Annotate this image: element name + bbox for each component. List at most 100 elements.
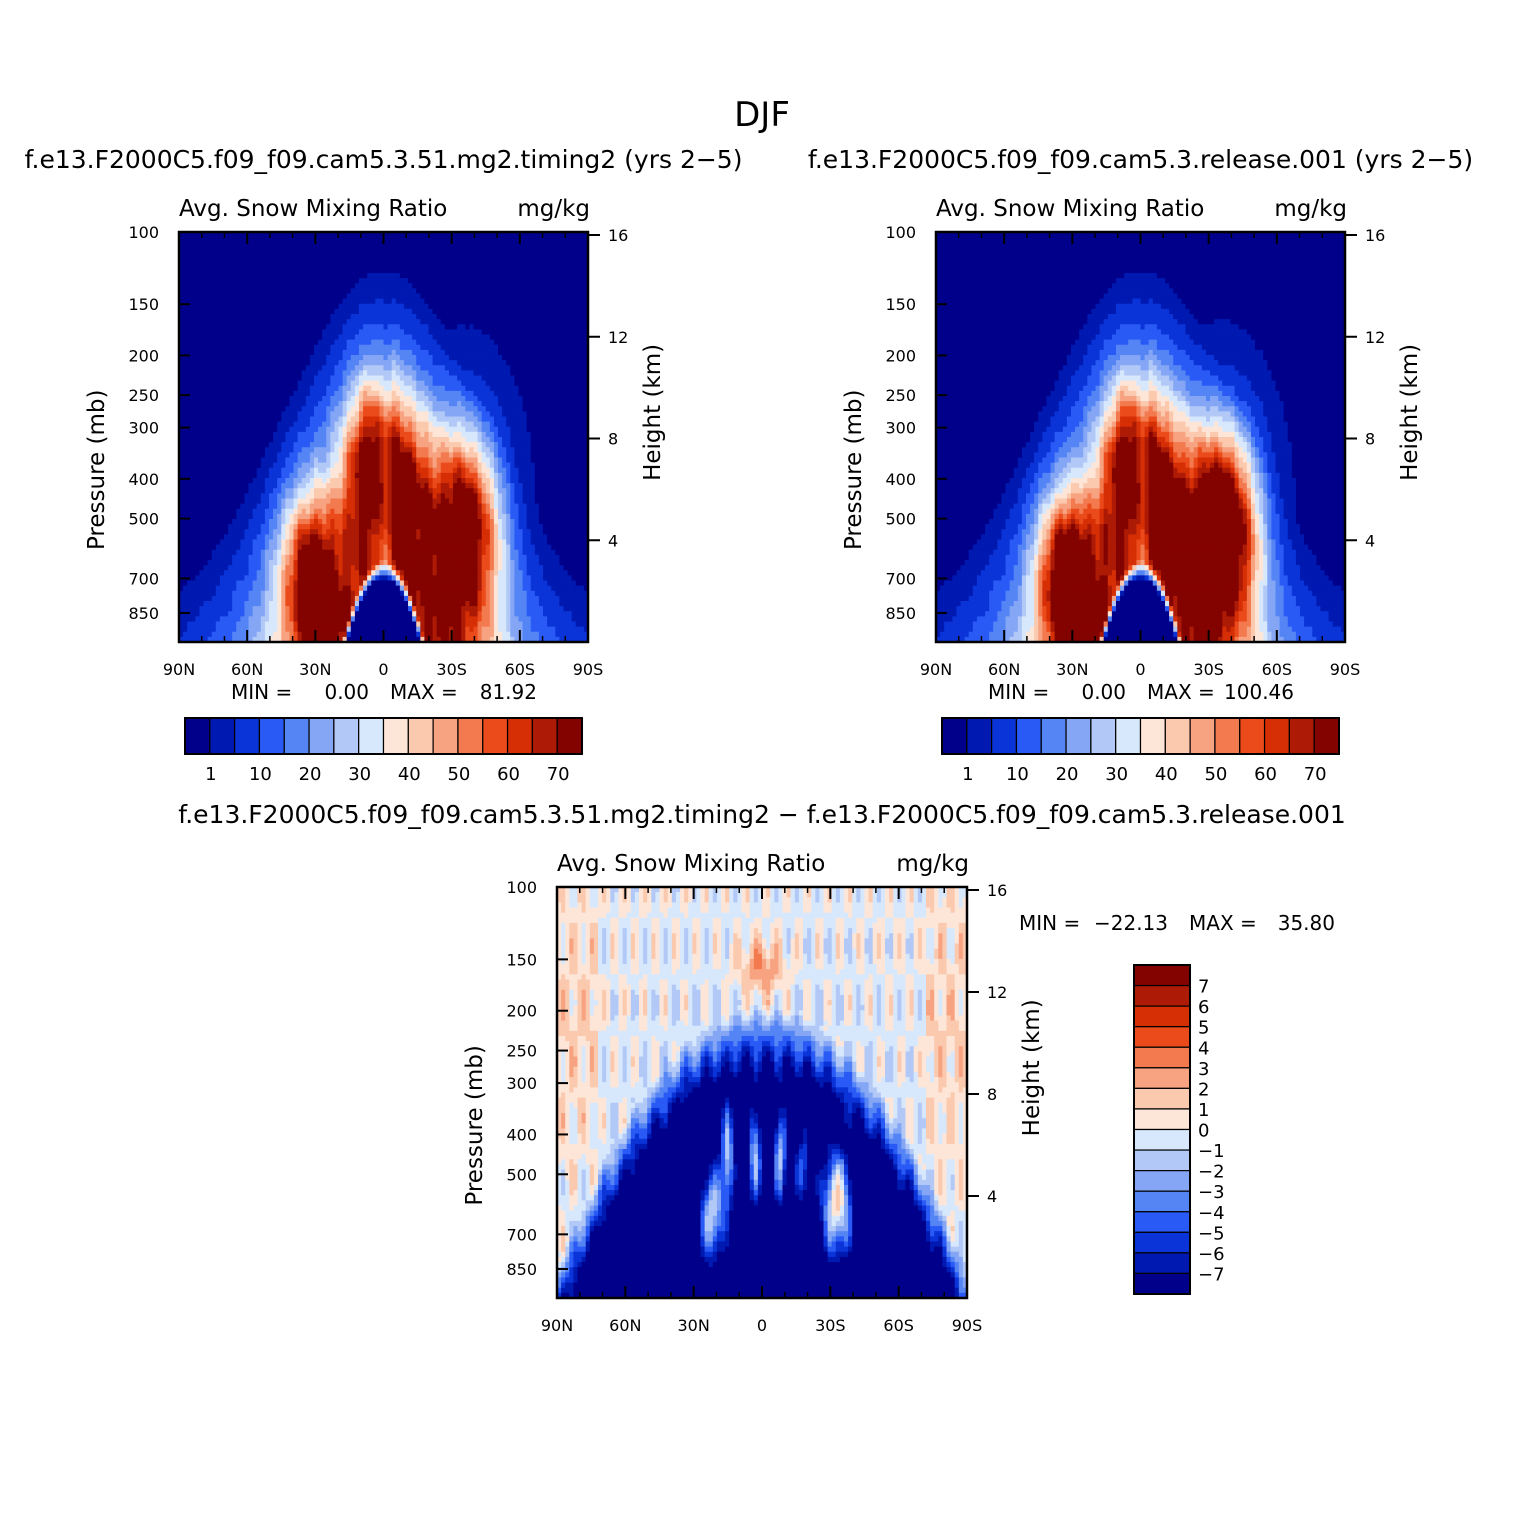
contour-cell bbox=[477, 288, 483, 295]
contour-cell bbox=[436, 442, 442, 448]
contour-cell bbox=[575, 447, 581, 453]
contour-cell bbox=[395, 355, 401, 361]
contour-cell bbox=[416, 298, 421, 305]
contour-cell bbox=[514, 426, 520, 433]
contour-cell bbox=[358, 437, 364, 443]
contour-cell bbox=[342, 472, 348, 479]
contour-cell bbox=[358, 426, 364, 433]
contour-cell bbox=[244, 467, 250, 474]
contour-cell bbox=[457, 442, 462, 448]
contour-cell bbox=[342, 483, 348, 489]
contour-cell bbox=[436, 283, 442, 289]
contour-cell bbox=[293, 365, 299, 371]
contour-cell bbox=[199, 319, 205, 325]
contour-cell bbox=[461, 483, 466, 489]
contour-cell bbox=[534, 360, 540, 366]
contour-cell bbox=[215, 401, 221, 407]
contour-cell bbox=[313, 467, 319, 474]
contour-cell bbox=[416, 355, 421, 361]
contour-cell bbox=[187, 360, 192, 366]
contour-cell bbox=[293, 298, 299, 305]
contour-cell bbox=[313, 319, 319, 325]
contour-cell bbox=[191, 308, 196, 315]
contour-cell bbox=[538, 308, 544, 315]
contour-cell bbox=[538, 365, 544, 371]
contour-cell bbox=[551, 247, 556, 254]
contour-cell bbox=[260, 406, 266, 412]
contour-cell bbox=[506, 442, 511, 448]
contour-cell bbox=[448, 288, 454, 295]
contour-cell bbox=[264, 426, 270, 433]
contour-cell bbox=[240, 447, 246, 453]
contour-cell bbox=[285, 380, 291, 387]
contour-cell bbox=[547, 319, 552, 325]
contour-cell bbox=[342, 375, 348, 382]
contour-cell bbox=[240, 401, 246, 407]
contour-cell bbox=[179, 283, 184, 289]
contour-cell bbox=[583, 242, 589, 248]
contour-cell bbox=[534, 385, 540, 392]
contour-cell bbox=[408, 472, 413, 479]
contour-cell bbox=[375, 390, 381, 397]
contour-cell bbox=[285, 442, 291, 448]
contour-cell bbox=[514, 472, 520, 479]
contour-cell bbox=[228, 406, 233, 412]
contour-cell bbox=[219, 247, 225, 254]
contour-cell bbox=[363, 457, 368, 464]
contour-cell bbox=[498, 288, 503, 295]
contour-cell bbox=[444, 283, 450, 289]
contour-cell bbox=[567, 262, 573, 269]
contour-cell bbox=[416, 396, 421, 402]
contour-cell bbox=[453, 257, 458, 264]
contour-cell bbox=[232, 462, 237, 469]
contour-cell bbox=[358, 406, 364, 412]
contour-cell bbox=[510, 288, 515, 295]
contour-cell bbox=[211, 329, 217, 336]
contour-cell bbox=[199, 421, 205, 428]
contour-cell bbox=[322, 293, 327, 300]
contour-cell bbox=[395, 375, 401, 382]
contour-cell bbox=[579, 370, 585, 377]
contour-cell bbox=[473, 416, 479, 423]
contour-cell bbox=[387, 242, 393, 248]
contour-cell bbox=[583, 385, 589, 392]
contour-cell bbox=[199, 360, 205, 366]
contour-cell bbox=[350, 472, 356, 479]
contour-cell bbox=[387, 303, 393, 310]
contour-cell bbox=[285, 431, 291, 438]
contour-cell bbox=[309, 365, 315, 371]
contour-cell bbox=[305, 319, 311, 325]
contour-cell bbox=[477, 478, 483, 484]
contour-cell bbox=[567, 298, 573, 305]
contour-cell bbox=[448, 355, 454, 361]
contour-cell bbox=[547, 385, 552, 392]
contour-cell bbox=[469, 242, 475, 248]
contour-cell bbox=[477, 385, 483, 392]
contour-cell bbox=[469, 385, 475, 392]
contour-cell bbox=[375, 349, 381, 356]
contour-cell bbox=[420, 262, 425, 269]
contour-cell bbox=[424, 467, 430, 474]
contour-cell bbox=[481, 411, 487, 418]
contour-cell bbox=[232, 447, 237, 453]
contour-cell bbox=[191, 278, 196, 284]
contour-cell bbox=[305, 334, 311, 341]
contour-cell bbox=[297, 370, 303, 377]
contour-cell bbox=[502, 298, 507, 305]
contour-cell bbox=[260, 242, 266, 248]
contour-cell bbox=[256, 478, 262, 484]
contour-cell bbox=[465, 298, 470, 305]
contour-cell bbox=[326, 288, 331, 295]
contour-cell bbox=[338, 421, 344, 428]
contour-cell bbox=[223, 462, 229, 469]
contour-cell bbox=[432, 288, 438, 295]
contour-cell bbox=[187, 303, 192, 310]
contour-cell bbox=[534, 349, 540, 356]
contour-cell bbox=[363, 365, 368, 371]
contour-cell bbox=[453, 319, 458, 325]
contour-cell bbox=[424, 349, 430, 356]
contour-cell bbox=[260, 437, 266, 443]
contour-cell bbox=[538, 390, 544, 397]
contour-cell bbox=[358, 298, 364, 305]
contour-cell bbox=[293, 426, 299, 433]
